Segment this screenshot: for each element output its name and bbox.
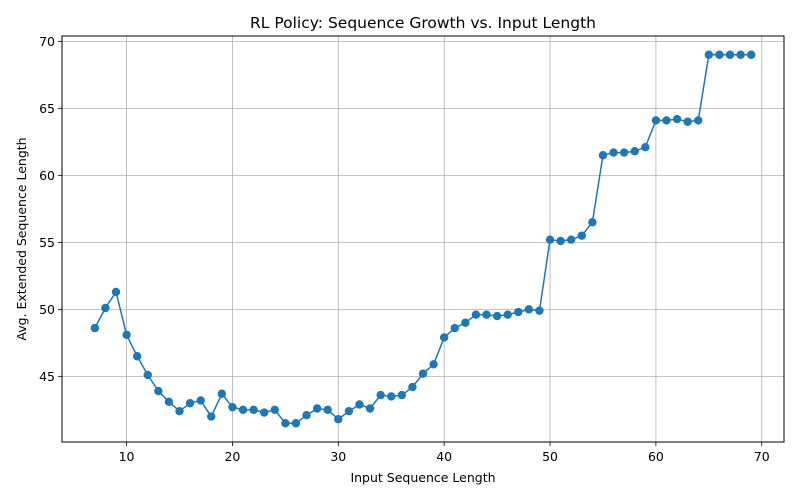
data-point <box>154 386 163 396</box>
data-point <box>694 116 703 125</box>
data-point <box>164 397 174 407</box>
y-tick-label: 45 <box>39 369 55 384</box>
data-point <box>619 148 629 157</box>
data-point <box>482 310 491 319</box>
data-point <box>334 415 343 424</box>
y-tick-label: 70 <box>39 34 55 49</box>
data-point <box>196 396 205 405</box>
data-point <box>577 231 586 240</box>
data-point <box>641 143 650 152</box>
chart-title: RL Policy: Sequence Growth vs. Input Len… <box>250 14 596 32</box>
data-point <box>556 236 565 246</box>
data-point <box>281 419 290 428</box>
data-point <box>492 311 502 321</box>
data-point <box>503 310 512 319</box>
data-point <box>101 303 110 313</box>
data-point <box>725 50 735 59</box>
x-tick-label: 30 <box>330 449 346 464</box>
y-tick-label: 55 <box>39 235 55 250</box>
data-point <box>630 147 639 156</box>
data-point <box>90 323 100 333</box>
data-point <box>185 398 195 408</box>
data-point <box>365 404 375 413</box>
data-point <box>291 419 301 428</box>
data-point <box>450 323 459 333</box>
data-point <box>217 389 227 398</box>
data-point <box>132 352 142 361</box>
data-point <box>387 392 396 401</box>
data-point <box>249 405 258 415</box>
data-point <box>397 390 407 400</box>
x-tick-label: 40 <box>436 449 452 464</box>
data-point <box>609 148 618 157</box>
data-point <box>588 218 597 227</box>
data-point <box>704 50 714 59</box>
data-point <box>662 116 671 125</box>
data-point <box>429 360 438 369</box>
data-point <box>122 330 131 340</box>
data-point <box>270 405 279 415</box>
data-point <box>651 116 661 125</box>
data-point <box>715 50 724 59</box>
x-tick-label: 70 <box>754 449 770 464</box>
x-tick-label: 50 <box>542 449 558 464</box>
x-axis-label: Input Sequence Length <box>350 470 495 485</box>
x-tick-label: 10 <box>119 449 135 464</box>
y-tick-label: 60 <box>39 168 55 183</box>
data-point <box>228 402 237 412</box>
data-point <box>736 50 745 59</box>
data-point <box>312 404 322 413</box>
data-point <box>143 370 152 380</box>
x-tick-label: 60 <box>648 449 664 464</box>
data-point <box>683 117 692 126</box>
data-point <box>598 151 608 160</box>
data-point <box>344 406 354 416</box>
axis-ticks: 10 20 30 40 50 60 70 45 50 55 60 65 70 <box>39 34 770 464</box>
data-point <box>175 406 184 416</box>
data-point <box>461 318 470 327</box>
data-point <box>535 306 544 315</box>
plot-frame <box>61 35 785 443</box>
data-point <box>260 408 269 417</box>
data-point <box>567 235 576 244</box>
data-point <box>439 333 449 342</box>
data-point <box>302 411 311 420</box>
data-point <box>207 412 216 421</box>
y-tick-label: 50 <box>39 302 55 317</box>
data-point <box>524 305 534 314</box>
y-tick-label: 65 <box>39 101 55 116</box>
data-point <box>418 369 428 378</box>
data-point <box>514 307 523 317</box>
data-point <box>545 235 555 244</box>
data-point <box>238 405 248 415</box>
data-point <box>111 287 121 297</box>
y-axis-label: Avg. Extended Sequence Length <box>14 137 29 340</box>
data-series <box>90 50 756 428</box>
data-point <box>376 390 385 400</box>
data-point <box>323 405 332 415</box>
data-point <box>746 50 756 59</box>
data-point <box>672 114 682 124</box>
data-point <box>408 382 417 392</box>
x-tick-label: 20 <box>224 449 240 464</box>
data-point <box>355 400 364 409</box>
data-point <box>471 310 481 319</box>
